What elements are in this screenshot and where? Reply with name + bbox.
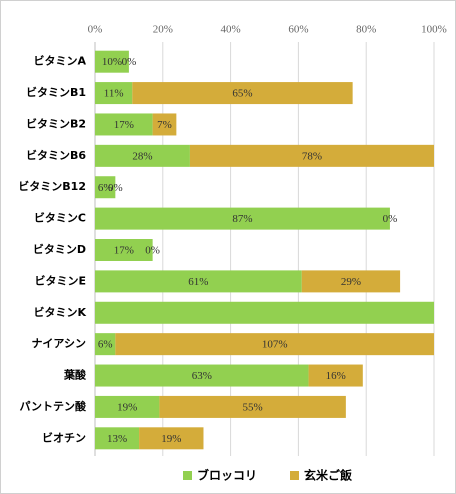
data-label: 19% (117, 401, 137, 413)
bar-segment (189, 144, 434, 167)
x-tick-label: 0% (88, 24, 103, 36)
y-tick-label: ビタミンA (33, 54, 86, 68)
data-label: 0% (383, 213, 398, 225)
data-label: 107% (262, 339, 288, 351)
data-label: 78% (302, 150, 322, 162)
bar-segment (115, 333, 434, 356)
data-label: 63% (192, 370, 212, 382)
x-tick-label: 80% (356, 24, 376, 36)
bar-segment (132, 82, 353, 105)
bar-segment (95, 239, 153, 261)
bar-segment (95, 427, 140, 450)
y-tick-label: ビタミンE (34, 273, 86, 287)
data-label: 13% (107, 433, 127, 445)
legend-label: ブロッコリ (197, 468, 257, 483)
bar-segment (139, 427, 204, 450)
data-label: 29% (341, 276, 361, 288)
y-tick-label: ビタミンK (33, 305, 86, 319)
bar-segment (159, 395, 346, 418)
bars (95, 50, 434, 450)
data-label: 17% (114, 119, 134, 131)
y-tick-label: ナイアシン (31, 337, 86, 350)
data-label: 65% (232, 88, 252, 100)
data-label: 10% (102, 56, 122, 68)
legend-swatch (290, 471, 299, 480)
bar-segment (308, 364, 363, 387)
bar-segment (152, 113, 177, 136)
y-tick-label: ビタミンC (34, 211, 86, 225)
data-label: 0% (122, 56, 137, 68)
data-label: 28% (132, 150, 152, 162)
y-tick-label: ビタミンB2 (26, 116, 86, 130)
y-tick-label: ビタミンB12 (18, 179, 86, 193)
legend-swatch (183, 471, 192, 480)
y-tick-label: ビオチン (42, 430, 86, 444)
bar-segment (95, 82, 133, 105)
bar-segment (95, 50, 129, 73)
data-label: 6% (98, 339, 113, 351)
bar-segment (95, 364, 309, 387)
y-tick-label: ビタミンB1 (26, 85, 86, 99)
legend-label: 玄米ご飯 (304, 468, 352, 483)
bar-segment (95, 176, 116, 199)
data-label: 0% (108, 182, 123, 194)
data-label: 17% (114, 245, 134, 257)
data-label: 55% (243, 401, 263, 413)
bar-segment (95, 270, 302, 293)
data-label: 6% (98, 182, 113, 194)
y-tick-label: パントテン酸 (19, 399, 87, 413)
bar-segment (95, 301, 434, 324)
data-label: 11% (104, 88, 124, 100)
data-label: 0% (145, 245, 160, 257)
y-tick-label: ビタミンD (33, 242, 86, 256)
bar-segment (95, 207, 390, 230)
bar-segment (95, 113, 153, 136)
x-tick-label: 60% (288, 24, 308, 36)
data-label: 16% (326, 370, 346, 382)
data-label: 87% (232, 213, 252, 225)
data-label: 7% (157, 119, 172, 131)
bar-segment (95, 144, 190, 167)
bar-segment (301, 270, 401, 293)
y-tick-label: ビタミンB6 (26, 148, 86, 162)
data-label: 19% (161, 433, 181, 445)
y-tick-label: 葉酸 (63, 368, 87, 382)
x-tick-label: 100% (421, 24, 447, 36)
data-label: 61% (188, 276, 208, 288)
x-tick-label: 40% (221, 24, 241, 36)
bar-segment (95, 333, 116, 356)
x-tick-label: 20% (153, 24, 173, 36)
bar-segment (95, 395, 160, 418)
